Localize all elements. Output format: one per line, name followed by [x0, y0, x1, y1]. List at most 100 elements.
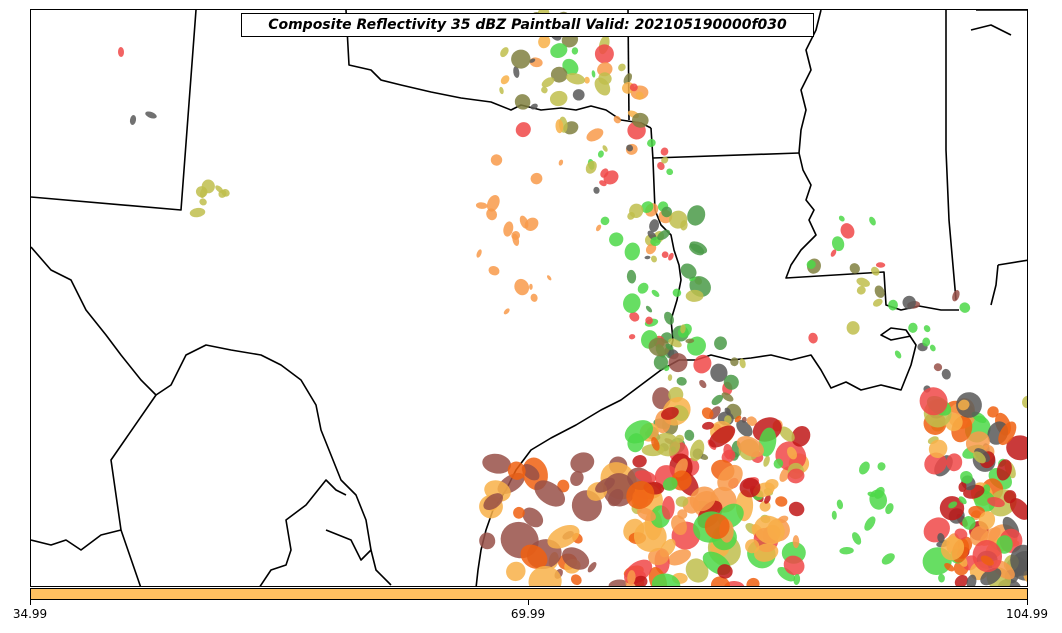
reflectivity-blob	[528, 565, 562, 586]
reflectivity-blob	[924, 452, 947, 475]
reflectivity-blob	[189, 207, 206, 218]
reflectivity-blob	[513, 506, 525, 519]
coastline	[679, 327, 917, 391]
reflectivity-blob	[585, 160, 597, 174]
reflectivity-blob	[657, 229, 671, 241]
reflectivity-blob	[653, 432, 681, 457]
reflectivity-blob	[894, 350, 902, 359]
reflectivity-blob	[941, 368, 951, 380]
reflectivity-blob	[957, 399, 970, 411]
reflectivity-blob	[677, 509, 688, 520]
reflectivity-blob	[711, 394, 723, 406]
reflectivity-blob	[680, 324, 686, 334]
reflectivity-blob	[665, 343, 674, 351]
reflectivity-blob	[598, 72, 612, 85]
reflectivity-blob	[475, 202, 488, 209]
reflectivity-blob	[570, 470, 584, 487]
reflectivity-blob	[745, 539, 760, 554]
reflectivity-blob	[486, 208, 498, 221]
reflectivity-blob	[723, 443, 733, 460]
reflectivity-blob	[922, 337, 931, 347]
reflectivity-blob	[547, 524, 580, 549]
reflectivity-blob	[838, 215, 845, 222]
reflectivity-blob	[958, 496, 967, 505]
reflectivity-blob	[685, 338, 695, 344]
reflectivity-blob	[954, 528, 968, 540]
reflectivity-blob	[597, 150, 604, 158]
reflectivity-blob	[500, 75, 510, 85]
reflectivity-blob	[632, 455, 647, 468]
reflectivity-blob	[791, 425, 811, 447]
reflectivity-blob	[668, 353, 688, 373]
reflectivity-blob	[662, 477, 678, 491]
reflectivity-blob	[717, 464, 743, 492]
reflectivity-blob	[546, 275, 552, 281]
reflectivity-blob	[684, 429, 695, 441]
reflectivity-blob	[940, 536, 965, 561]
state-boundary	[259, 479, 347, 586]
reflectivity-blob	[962, 516, 976, 530]
reflectivity-blob	[777, 566, 796, 582]
reflectivity-blob	[864, 516, 876, 531]
reflectivity-blob	[948, 501, 958, 509]
reflectivity-blob	[980, 567, 1002, 586]
reflectivity-blob	[626, 144, 634, 152]
state-boundary	[990, 264, 999, 306]
map-frame	[30, 9, 1028, 587]
reflectivity-blob	[529, 283, 533, 290]
reflectivity-blob	[479, 532, 496, 550]
reflectivity-blob	[594, 44, 614, 64]
reflectivity-blob	[714, 336, 727, 350]
reflectivity-blob	[666, 168, 674, 176]
reflectivity-blob	[587, 562, 597, 573]
reflectivity-blob	[704, 513, 730, 539]
reflectivity-blob	[693, 354, 712, 374]
reflectivity-blob	[566, 72, 586, 85]
reflectivity-blob	[597, 62, 613, 77]
reflectivity-blob	[996, 459, 1012, 481]
reflectivity-blob	[689, 243, 705, 256]
reflectivity-blob	[549, 90, 568, 107]
reflectivity-blob	[874, 486, 885, 499]
reflectivity-blob	[524, 217, 539, 231]
reflectivity-blob	[521, 464, 540, 481]
reflectivity-blob	[723, 374, 739, 390]
reflectivity-blob	[599, 180, 607, 187]
reflectivity-blob	[538, 34, 551, 49]
reflectivity-blob	[867, 491, 876, 497]
reflectivity-blob	[550, 66, 568, 83]
reflectivity-blob	[562, 547, 590, 570]
reflectivity-blob	[530, 103, 538, 110]
colorbar-tick-label-max: 104.99	[1006, 607, 1048, 621]
reflectivity-blob	[626, 269, 637, 284]
reflectivity-blob	[806, 260, 816, 269]
reflectivity-blob	[629, 83, 638, 92]
reflectivity-blob	[503, 308, 510, 315]
state-boundary	[997, 259, 1027, 266]
reflectivity-blob	[736, 436, 764, 458]
state-boundary	[798, 10, 822, 154]
reflectivity-blob	[902, 295, 916, 310]
reflectivity-blob	[680, 263, 697, 279]
reflectivity-blob	[689, 486, 716, 512]
reflectivity-blob	[629, 311, 640, 322]
reflectivity-blob	[717, 564, 733, 579]
reflectivity-blob	[660, 147, 669, 156]
reflectivity-blob	[858, 461, 870, 475]
reflectivity-blob	[500, 47, 509, 58]
reflectivity-blob	[987, 497, 1005, 508]
reflectivity-blob	[591, 70, 596, 78]
reflectivity-blob	[672, 288, 682, 297]
reflectivity-blob	[635, 91, 644, 100]
reflectivity-blob	[624, 420, 654, 444]
reflectivity-blob	[966, 574, 977, 586]
reflectivity-blob	[919, 387, 948, 416]
reflectivity-blob	[699, 379, 707, 389]
reflectivity-blob	[199, 198, 207, 206]
state-boundary	[345, 10, 652, 129]
reflectivity-blob	[675, 434, 685, 443]
reflectivity-blob	[644, 255, 651, 260]
colorbar-tick-label-mid: 69.99	[510, 607, 546, 621]
reflectivity-blob	[570, 574, 582, 586]
reflectivity-blob	[710, 576, 731, 586]
